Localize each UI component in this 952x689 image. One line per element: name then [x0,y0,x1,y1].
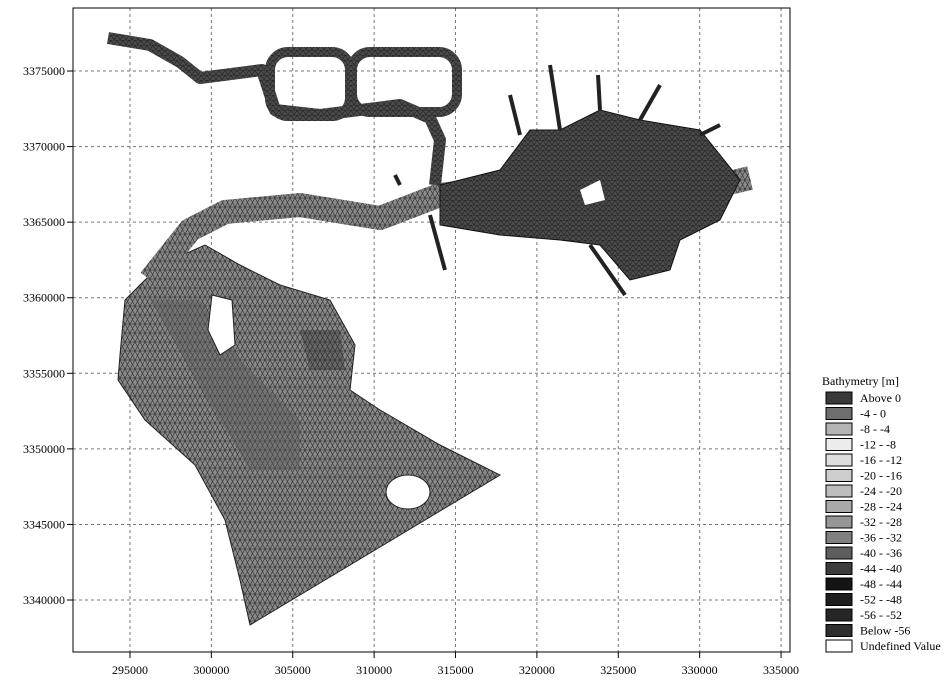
legend-label: -48 - -44 [860,577,902,591]
legend-swatch [826,547,852,559]
legend: Above 0 -4 - 0-8 - -4 -12 - -8-16 - -12 -20… [826,391,941,653]
y-tick-label: 3355000 [23,366,65,380]
map-view: 295000 300000 305000 310000 315000 320000 3250… [0,0,952,684]
mesh [108,38,750,625]
legend-label: -52 - -48 [860,593,902,607]
legend-label: Undefined Value [860,639,941,653]
legend-swatch [826,594,852,606]
legend-label: -20 - -16 [860,469,902,483]
legend-swatch [826,609,852,621]
x-tick-label: 300000 [193,663,229,677]
legend-label: Below -56 [860,624,910,638]
legend-label: -36 - -32 [860,531,902,545]
x-tick-label: 330000 [682,663,718,677]
y-tick-label: 3375000 [23,64,65,78]
y-tick-label: 3360000 [23,291,65,305]
legend-swatch [826,423,852,435]
legend-label: -32 - -28 [860,515,902,529]
legend-label: -44 - -40 [860,562,902,576]
legend-label: -12 - -8 [860,438,896,452]
x-tick-label: 305000 [275,663,311,677]
x-tick-label: 310000 [356,663,392,677]
legend-label: -24 - -20 [860,484,902,498]
legend-swatch [826,501,852,513]
legend-swatch [826,640,852,652]
legend-swatch [826,532,852,544]
x-tick-label: 335000 [763,663,799,677]
y-tick-label: 3350000 [23,442,65,456]
legend-label: -28 - -24 [860,500,902,514]
legend-swatch [826,485,852,497]
legend-title: Bathymetry [m] [822,374,899,388]
legend-swatch [826,439,852,451]
legend-label: -8 - -4 [860,422,890,436]
y-tick-label: 3345000 [23,517,65,531]
legend-swatch [826,578,852,590]
y-tick-label: 3365000 [23,215,65,229]
x-tick-label: 320000 [519,663,555,677]
legend-label: Above 0 [860,391,901,405]
legend-label: -16 - -12 [860,453,902,467]
legend-label: -40 - -36 [860,546,902,560]
legend-swatch [826,454,852,466]
legend-swatch [826,470,852,482]
legend-swatch [826,392,852,404]
legend-swatch [826,625,852,637]
legend-label: -56 - -52 [860,608,902,622]
legend-swatch [826,408,852,420]
x-tick-label: 315000 [438,663,474,677]
y-tick-label: 3370000 [23,140,65,154]
x-tick-label: 295000 [112,663,148,677]
x-tick-label: 325000 [600,663,636,677]
legend-swatch [826,563,852,575]
y-tick-label: 3340000 [23,593,65,607]
legend-swatch [826,516,852,528]
legend-label: -4 - 0 [860,407,886,421]
